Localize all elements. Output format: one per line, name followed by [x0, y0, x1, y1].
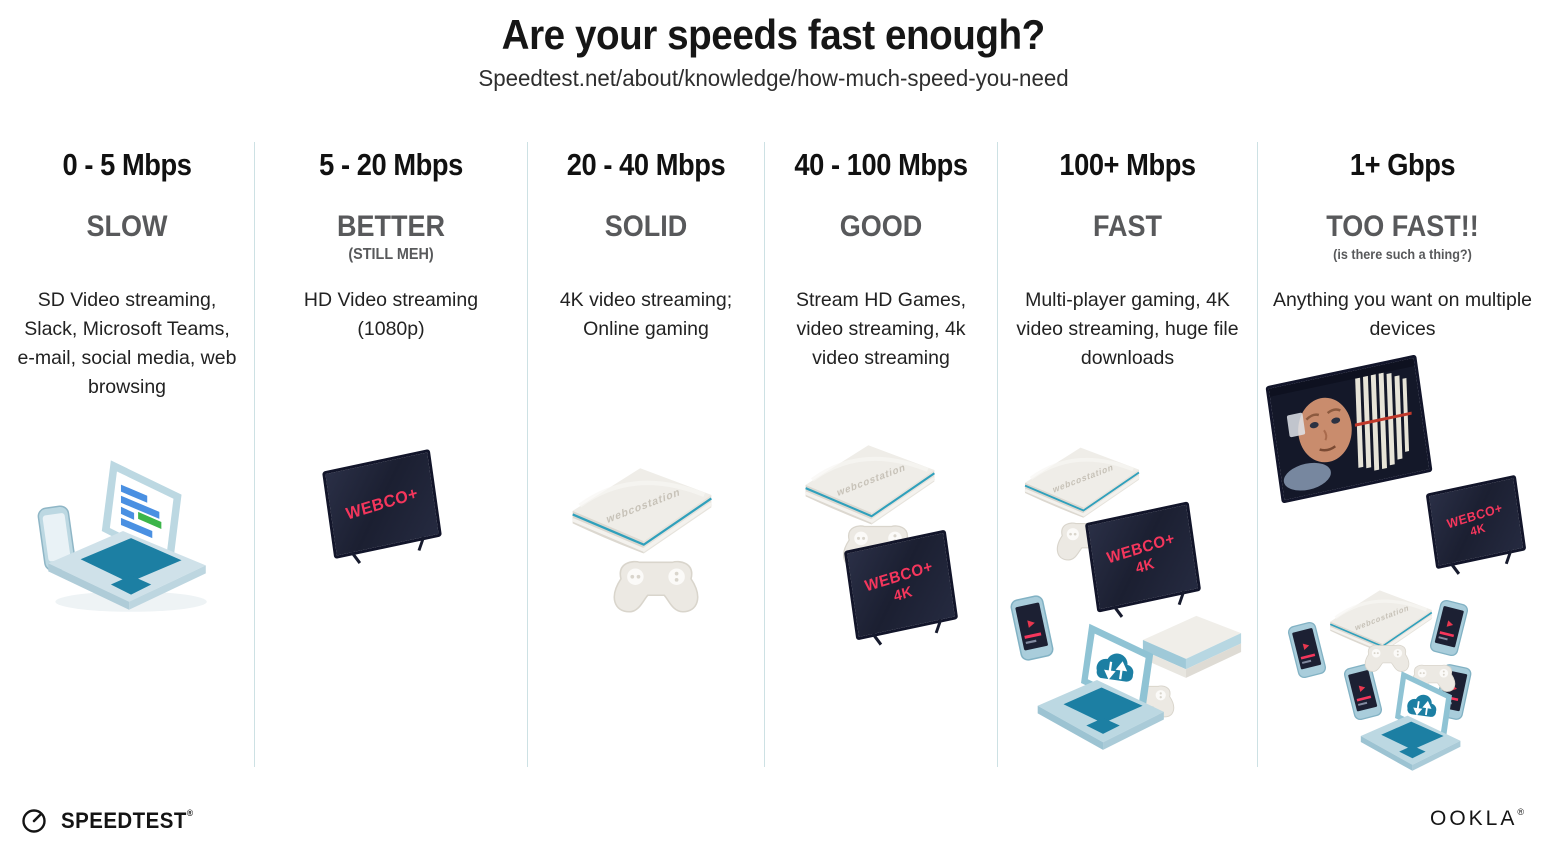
illustration-good: webcostation WEBCO+ 4K	[765, 412, 997, 764]
ookla-wordmark: OOKLA®	[1429, 807, 1527, 830]
illustration-better: WEBCO+	[255, 412, 527, 764]
speed-range: 100+ Mbps	[1059, 147, 1196, 182]
speedtest-gauge-icon	[22, 809, 46, 833]
column-1-plus-gbps: 1+ Gbps TOO FAST!! (is there such a thin…	[1258, 142, 1547, 772]
rating-label: BETTER	[337, 210, 445, 243]
game-controller-icon	[613, 560, 699, 613]
tv-screen-label: WEBCO+	[344, 483, 420, 524]
rating-label: SLOW	[86, 210, 168, 243]
column-20-40-mbps: 20 - 40 Mbps SOLID 4K video streaming; O…	[528, 142, 765, 767]
trademark-symbol: ®	[1517, 807, 1527, 817]
speedtest-logo: SPEEDTEST®	[20, 807, 198, 835]
rating-sublabel: (is there such a thing?)	[1333, 246, 1472, 262]
illustration-too-fast: WEBCO+ 4K webcostation	[1258, 354, 1547, 772]
game-console-icon: webcostation	[1328, 588, 1434, 655]
speed-range: 40 - 100 Mbps	[794, 147, 968, 182]
rating-label: FAST	[1092, 210, 1162, 243]
use-cases: Anything you want on multiple devices	[1272, 289, 1533, 340]
source-url: Speedtest.net/about/knowledge/how-much-s…	[478, 65, 1069, 91]
speed-range: 1+ Gbps	[1349, 147, 1456, 182]
page-title: Are your speeds fast enough?	[501, 11, 1046, 58]
game-console-icon: webcostation	[795, 432, 945, 536]
laptop-cloud-download-icon	[1359, 670, 1462, 772]
illustration-fast: webcostation WEBCO+ 4K	[998, 412, 1257, 764]
illustration-solid: webcostation	[528, 412, 764, 764]
rating: SLOW	[0, 210, 254, 286]
tv-4k-icon: WEBCO+ 4K	[1425, 474, 1527, 575]
tv-icon: WEBCO+	[322, 448, 442, 565]
laptop-cloud-download-icon	[1036, 622, 1165, 752]
game-console-icon: webcostation	[562, 454, 722, 566]
column-5-20-mbps: 5 - 20 Mbps BETTER (STILL MEH) HD Video …	[255, 142, 528, 767]
column-100-plus-mbps: 100+ Mbps FAST Multi-player gaming, 4K v…	[998, 142, 1258, 767]
speed-range: 5 - 20 Mbps	[319, 147, 463, 182]
use-cases: Stream HD Games, video streaming, 4k vid…	[795, 289, 967, 369]
rating-label: SOLID	[604, 210, 688, 243]
rating-label: TOO FAST!!	[1326, 210, 1479, 243]
column-0-5-mbps: 0 - 5 Mbps SLOW SD Video streaming, Slac…	[0, 142, 255, 767]
rating: GOOD	[765, 210, 997, 286]
game-console-icon: webcostation	[1023, 445, 1141, 520]
trademark-symbol: ®	[186, 808, 194, 818]
illustration-slow	[0, 412, 254, 764]
header: Are your speeds fast enough? Speedtest.n…	[0, 0, 1547, 92]
rating: BETTER (STILL MEH)	[255, 210, 527, 286]
use-cases: HD Video streaming (1080p)	[303, 289, 479, 340]
speedtest-wordmark: SPEEDTEST®	[60, 808, 194, 833]
ookla-logo: OOKLA®	[1430, 807, 1527, 831]
speed-columns: 0 - 5 Mbps SLOW SD Video streaming, Slac…	[0, 142, 1547, 772]
use-cases: Multi-player gaming, 4K video streaming,…	[1016, 289, 1239, 369]
laptop-chat-icon	[36, 459, 208, 613]
use-cases: SD Video streaming, Slack, Microsoft Tea…	[17, 289, 237, 398]
rating: TOO FAST!! (is there such a thing?)	[1258, 210, 1547, 286]
speed-range: 20 - 40 Mbps	[566, 147, 726, 182]
use-cases: 4K video streaming; Online gaming	[559, 289, 733, 340]
rating: FAST	[998, 210, 1257, 286]
speed-range: 0 - 5 Mbps	[62, 147, 192, 182]
rating-label: GOOD	[839, 210, 923, 243]
rating-sublabel: (STILL MEH)	[348, 246, 434, 263]
rating: SOLID	[528, 210, 764, 286]
column-40-100-mbps: 40 - 100 Mbps GOOD Stream HD Games, vide…	[765, 142, 998, 767]
